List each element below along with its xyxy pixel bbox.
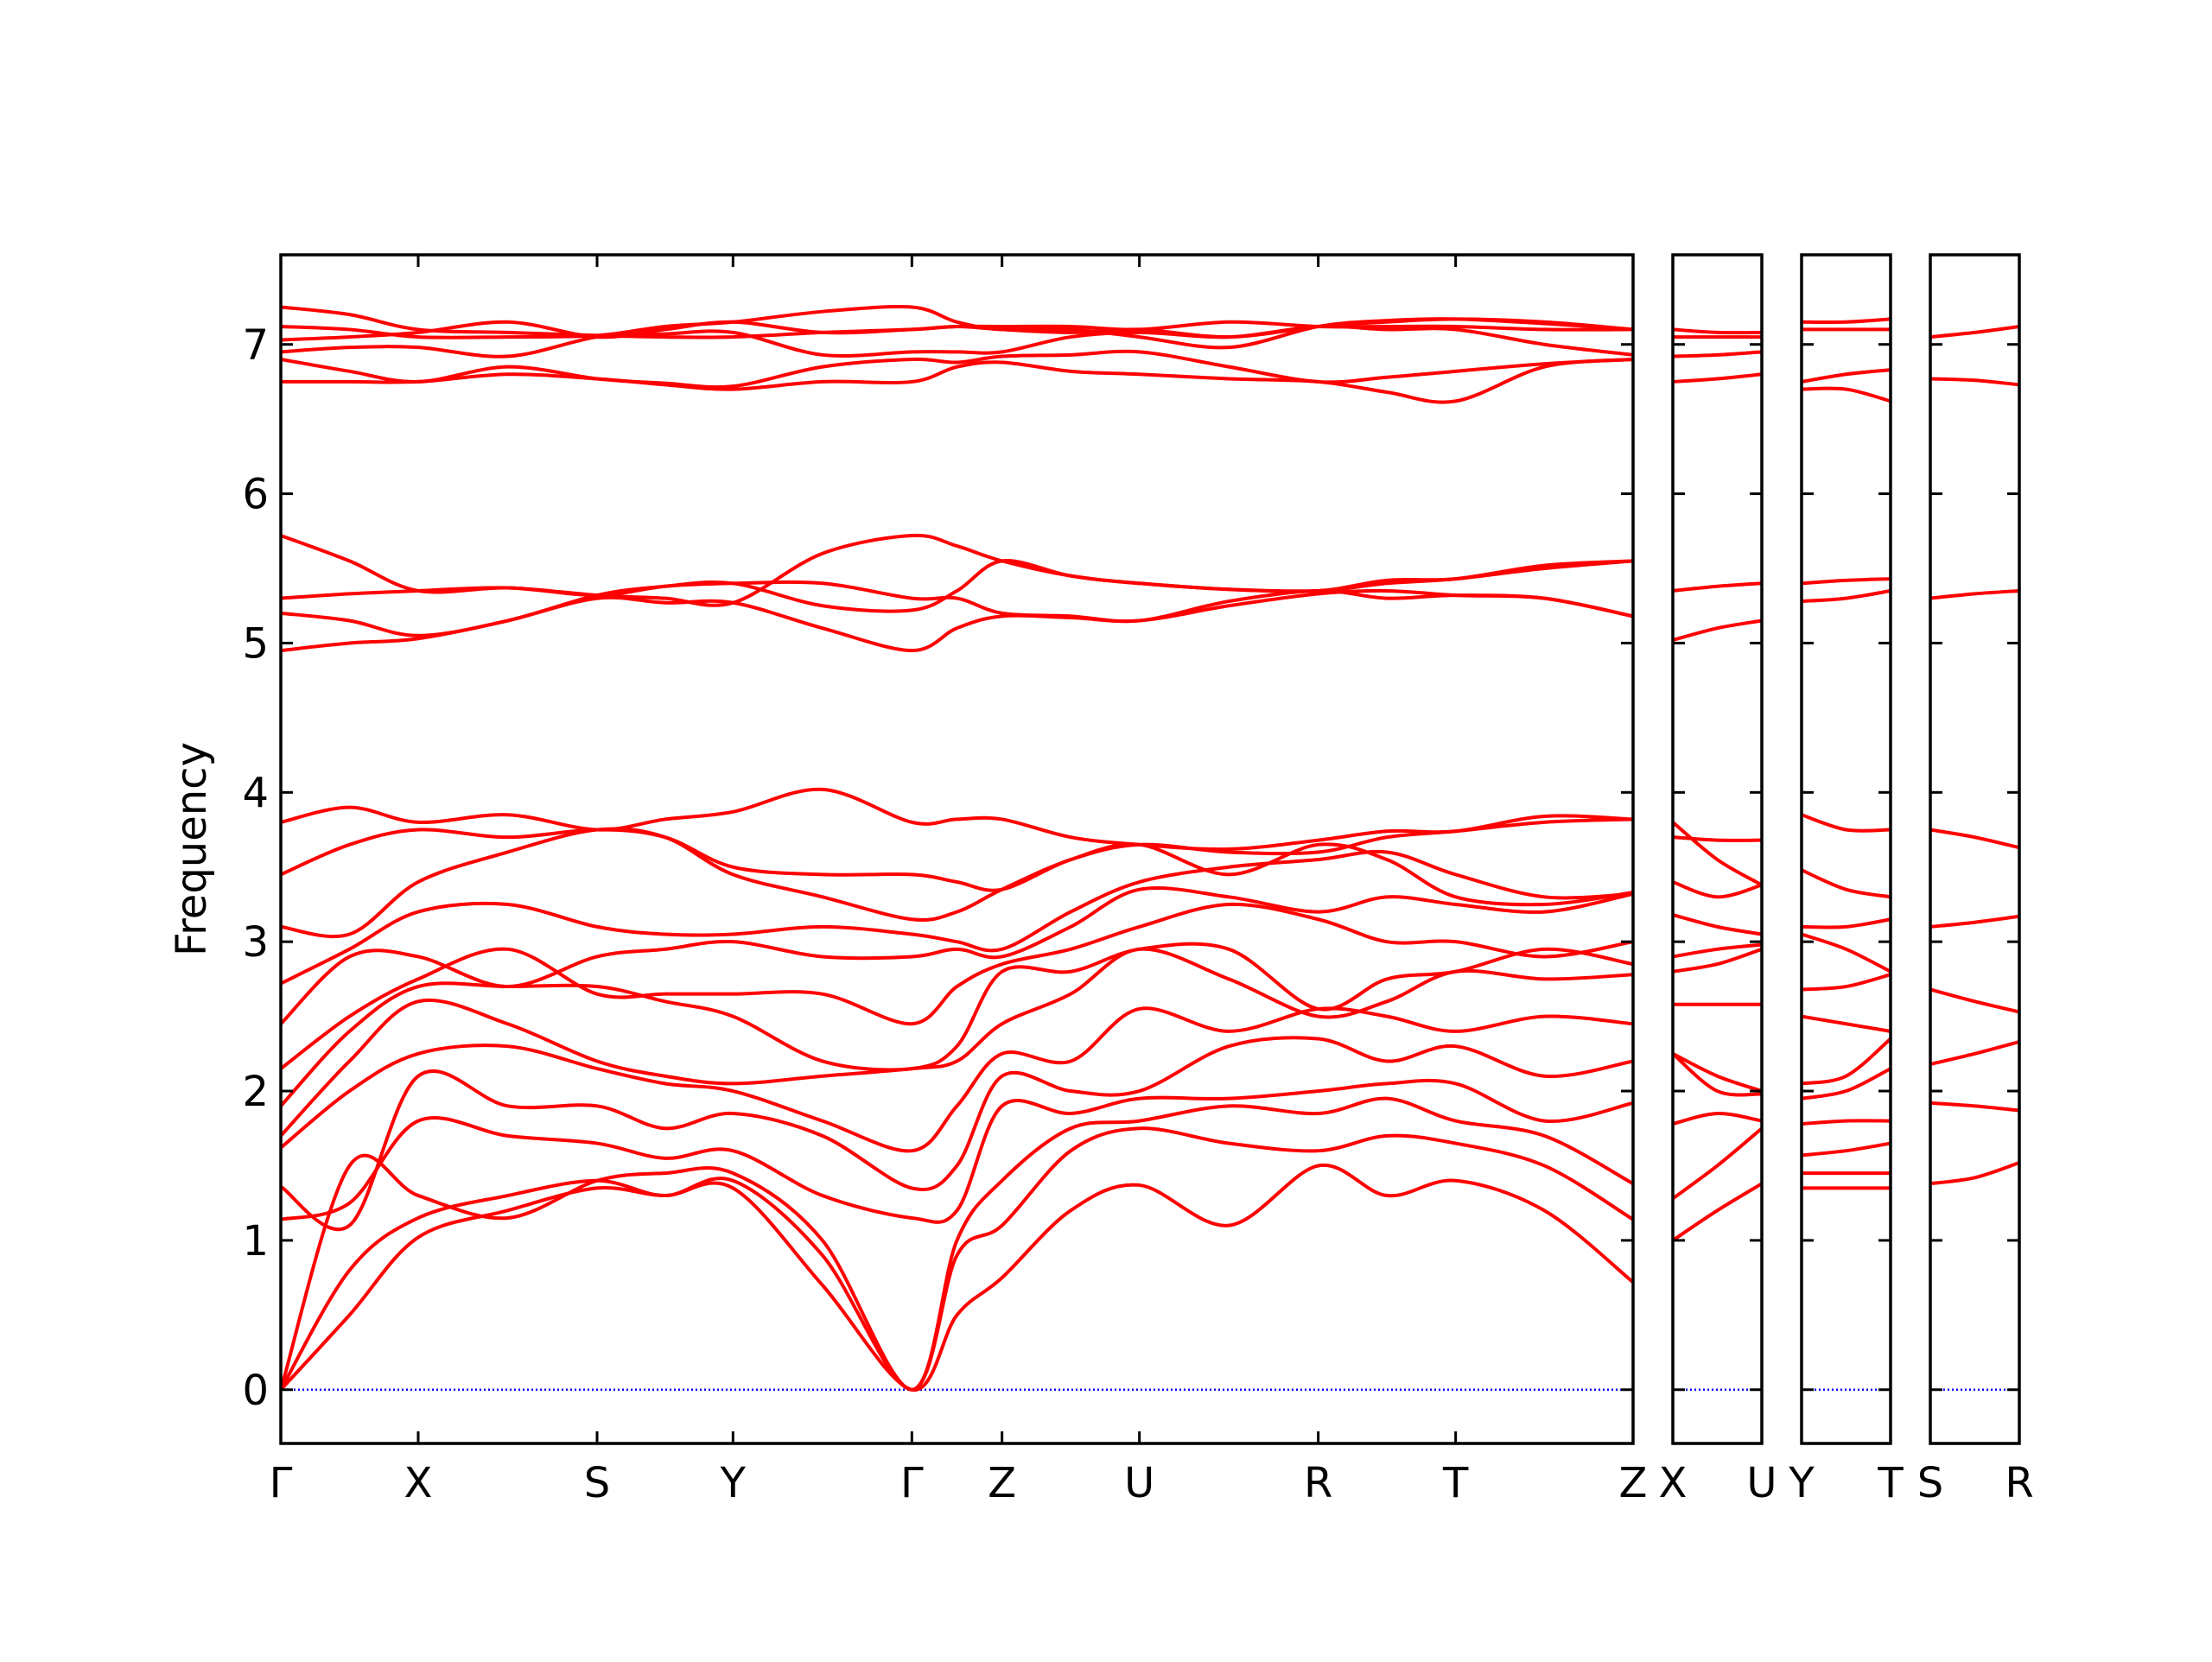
band-line: [280, 304, 1634, 350]
x-tick-label: U: [1746, 1459, 1777, 1507]
band-line: [279, 1096, 1634, 1392]
band-line: [1929, 324, 2020, 339]
band-line: [1929, 987, 2020, 1014]
band-line: [1801, 1014, 1891, 1033]
band-line: [1801, 588, 1891, 604]
band-line: [1801, 973, 1891, 992]
x-tick-label: Z: [988, 1459, 1016, 1507]
band-line: [279, 902, 1634, 1070]
band-line: [1672, 942, 1763, 959]
band-line: [1929, 377, 2020, 387]
band-line: [280, 533, 1634, 607]
band-line: [1672, 618, 1763, 642]
band-line: [1672, 372, 1763, 384]
band-line: [1672, 913, 1763, 936]
band-line: [1929, 1040, 2020, 1066]
band-line: [279, 1163, 1635, 1392]
band-line: [280, 305, 1634, 339]
band-line: [1929, 1101, 2020, 1113]
band-line: [1672, 880, 1763, 899]
band-line: [1801, 1037, 1892, 1086]
band-line: [1801, 813, 1891, 833]
plot-frame: [1800, 253, 1892, 1445]
x-tick-label: X: [1659, 1459, 1688, 1507]
plot-frame: [279, 253, 1635, 1445]
y-axis-label: Frequency: [168, 742, 216, 956]
x-tick-label: R: [1304, 1459, 1332, 1507]
band-line: [280, 787, 1634, 852]
x-tick-label: T: [1442, 1459, 1469, 1507]
band-line: [1929, 828, 2020, 850]
band-line: [1801, 1141, 1891, 1158]
x-tick-label: S: [1917, 1459, 1943, 1507]
band-line: [279, 885, 1634, 1025]
x-tick-label: Y: [720, 1459, 747, 1507]
band-line: [280, 817, 1634, 939]
y-tick-label: 2: [242, 1068, 269, 1116]
band-line: [1801, 1067, 1891, 1101]
x-tick-label: Y: [1788, 1459, 1815, 1507]
x-tick-label: Γ: [900, 1459, 924, 1507]
band-line: [1672, 1052, 1763, 1093]
band-line: [280, 349, 1634, 390]
band-line: [1671, 1052, 1763, 1097]
band-line: [1672, 1111, 1763, 1126]
x-tick-label: Z: [1619, 1459, 1648, 1507]
y-tick-label: 0: [242, 1367, 269, 1415]
band-line: [279, 1006, 1634, 1153]
x-tick-label: R: [2005, 1459, 2033, 1507]
plot-frame: [1671, 253, 1764, 1445]
band-line: [1672, 947, 1763, 974]
band-line: [280, 559, 1634, 638]
band-line: [280, 849, 1634, 986]
band-line: [1801, 317, 1891, 325]
band-line: [1801, 1119, 1891, 1126]
x-tick-label: U: [1124, 1459, 1154, 1507]
band-line: [279, 1036, 1634, 1232]
band-line: [1671, 821, 1763, 887]
x-tick-label: Γ: [270, 1459, 293, 1507]
band-line: [279, 947, 1634, 1138]
band-line: [1672, 835, 1763, 842]
band-line: [1801, 917, 1891, 929]
band-line: [280, 828, 1634, 907]
band-line: [281, 358, 1634, 404]
y-tick-label: 3: [242, 918, 269, 967]
y-tick-label: 4: [242, 769, 269, 817]
band-line: [1929, 914, 2020, 929]
band-line: [1671, 1126, 1764, 1201]
band-line: [1672, 581, 1763, 593]
band-line: [1801, 932, 1891, 974]
band-line: [1801, 577, 1891, 586]
y-tick-label: 7: [242, 321, 269, 370]
plot-frame: [1929, 253, 2021, 1445]
band-line: [1671, 1182, 1764, 1242]
band-line: [1672, 327, 1763, 335]
band-line: [1672, 350, 1763, 358]
x-tick-label: X: [404, 1459, 433, 1507]
x-tick-label: S: [584, 1459, 610, 1507]
band-line: [1801, 368, 1891, 384]
y-tick-label: 1: [242, 1217, 269, 1266]
band-line: [1801, 386, 1891, 403]
band-line: [280, 1078, 1634, 1224]
y-tick-label: 6: [242, 471, 269, 519]
band-line: [1929, 588, 2020, 600]
band-line: [280, 324, 1634, 358]
y-tick-label: 5: [242, 619, 269, 668]
band-line: [1801, 868, 1891, 899]
x-tick-label: T: [1877, 1459, 1904, 1507]
band-line: [1929, 1161, 2020, 1186]
